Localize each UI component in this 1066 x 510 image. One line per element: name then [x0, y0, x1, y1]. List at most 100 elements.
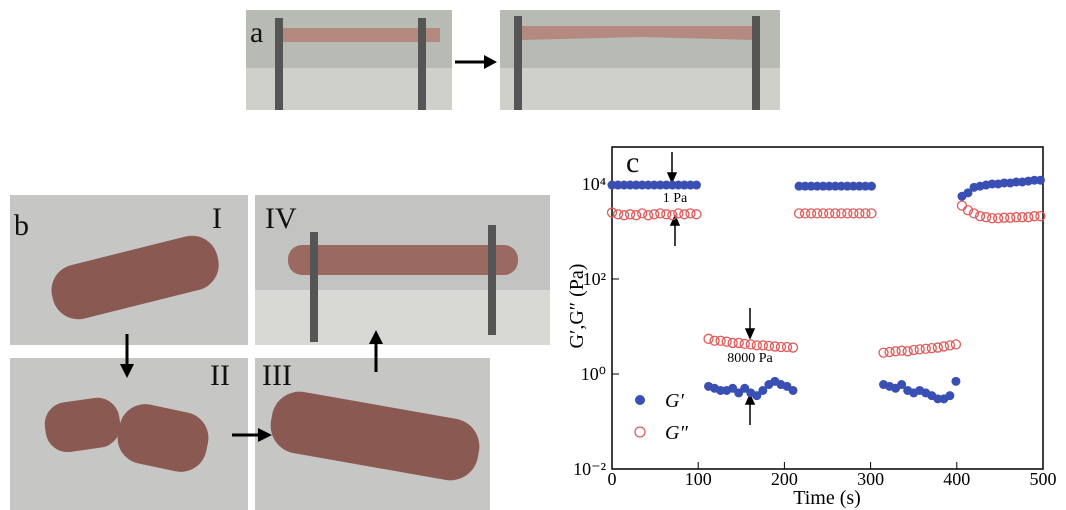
data-point: [799, 208, 811, 219]
data-point: [752, 391, 762, 401]
data-point: [805, 208, 817, 219]
legend-label: G″: [665, 422, 688, 444]
data-point: [866, 208, 877, 219]
data-point: [1011, 212, 1022, 223]
data-point: [703, 333, 714, 344]
data-point: [938, 341, 950, 352]
data-point: [643, 210, 654, 221]
data-point: [667, 210, 678, 221]
data-point: [758, 385, 768, 395]
data-point: [854, 208, 865, 219]
data-point: [788, 385, 798, 395]
data-point: [630, 210, 642, 221]
data-point: [781, 341, 793, 353]
data-point: [1023, 212, 1034, 223]
data-point: [902, 346, 913, 357]
arrow-head: [258, 428, 272, 442]
data-point: [951, 376, 961, 386]
data-point: [866, 181, 876, 191]
x-tick-label: 200: [771, 469, 798, 489]
data-point: [945, 391, 955, 401]
legend-marker: [635, 395, 645, 405]
panel-label: a: [250, 16, 263, 49]
data-point: [986, 213, 998, 224]
x-tick-label: 100: [685, 469, 712, 489]
data-point: [793, 208, 805, 219]
arrow-head: [120, 364, 134, 378]
data-point: [1029, 211, 1040, 222]
photo-a1: [246, 10, 452, 110]
data-point: [691, 209, 702, 220]
data-point: [818, 208, 829, 219]
data-point: [830, 208, 841, 219]
annotation: 1 Pa: [663, 191, 688, 206]
data-point: [745, 339, 756, 350]
y-tick-label: 10⁻²: [573, 459, 606, 479]
photo-label: I: [212, 202, 222, 235]
x-tick-label: 300: [857, 469, 884, 489]
data-point: [685, 208, 696, 219]
photo-a2: [500, 10, 780, 110]
photo-label: III: [262, 359, 292, 392]
data-point: [649, 209, 660, 220]
data-point: [612, 209, 624, 220]
data-point: [763, 340, 775, 352]
data-point: [956, 200, 968, 211]
photo-label: II: [210, 359, 230, 392]
data-point: [679, 209, 690, 220]
data-point: [1035, 211, 1046, 222]
plot-frame: [611, 146, 1044, 470]
y-tick-label: 10⁰: [581, 364, 606, 384]
data-point: [944, 340, 956, 351]
arrow-head: [484, 55, 497, 69]
data-point: [812, 208, 823, 219]
photo-b1: [10, 195, 248, 345]
data-point: [624, 209, 636, 220]
y-tick-label: 10⁴: [582, 174, 606, 194]
annotation: 8000 Pa: [727, 351, 773, 366]
data-point: [715, 335, 726, 346]
data-point: [962, 205, 974, 216]
data-point: [709, 335, 720, 346]
photo-b4: [255, 195, 550, 345]
data-point: [932, 342, 943, 353]
data-point: [878, 347, 889, 358]
data-point: [974, 211, 986, 222]
x-tick-label: 0: [608, 469, 617, 489]
data-point: [890, 346, 901, 357]
data-point: [751, 340, 762, 351]
legend-label: G′: [665, 390, 684, 412]
data-point: [1035, 175, 1045, 185]
y-axis-label: G′,G″ (Pa): [566, 264, 588, 349]
panel-label: c: [626, 146, 639, 179]
photo-b3: [255, 358, 490, 510]
data-point: [836, 208, 847, 219]
data-point: [661, 209, 672, 220]
data-point: [733, 337, 744, 349]
panel-label: b: [14, 209, 29, 242]
data-point: [884, 346, 895, 358]
x-tick-label: 500: [1030, 469, 1057, 489]
photo-label: IV: [265, 202, 297, 235]
y-tick-label: 10²: [583, 269, 606, 289]
data-point: [1005, 212, 1016, 223]
legend-marker: [634, 426, 646, 438]
data-point: [968, 208, 980, 219]
data-point: [618, 210, 630, 221]
data-point: [896, 345, 907, 356]
photo-b2: [10, 358, 248, 510]
data-point: [908, 344, 919, 356]
data-point: [950, 339, 962, 350]
annotation-arrows: [666, 152, 756, 425]
data-point: [739, 338, 750, 350]
data-point: [787, 342, 799, 353]
data-point: [655, 208, 666, 219]
data-point: [757, 340, 768, 351]
data-point: [920, 343, 931, 354]
x-axis-label: Time (s): [793, 487, 861, 509]
data-point: [1017, 212, 1028, 223]
data-point: [860, 208, 871, 219]
data-point: [963, 188, 973, 198]
arrow-head: [369, 330, 383, 344]
